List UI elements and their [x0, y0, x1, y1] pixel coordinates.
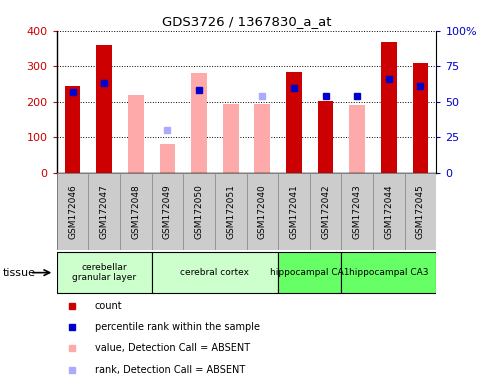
- Bar: [286, 72, 302, 173]
- Bar: [373, 173, 405, 250]
- Bar: [341, 173, 373, 250]
- Text: GSM172045: GSM172045: [416, 184, 425, 239]
- Text: GSM172047: GSM172047: [100, 184, 108, 239]
- Text: GSM172049: GSM172049: [163, 184, 172, 239]
- Bar: [57, 173, 88, 250]
- Bar: [120, 173, 152, 250]
- Text: GSM172043: GSM172043: [352, 184, 362, 239]
- Bar: [310, 173, 341, 250]
- Bar: [350, 105, 365, 173]
- Bar: [57, 252, 152, 293]
- Text: cerebellar
granular layer: cerebellar granular layer: [72, 263, 136, 282]
- Text: GSM172044: GSM172044: [385, 184, 393, 239]
- Text: count: count: [95, 301, 122, 311]
- Bar: [413, 63, 428, 173]
- Bar: [191, 73, 207, 173]
- Text: GSM172040: GSM172040: [258, 184, 267, 239]
- Bar: [278, 173, 310, 250]
- Text: GSM172046: GSM172046: [68, 184, 77, 239]
- Text: rank, Detection Call = ABSENT: rank, Detection Call = ABSENT: [95, 364, 245, 375]
- Text: cerebral cortex: cerebral cortex: [180, 268, 249, 277]
- Text: hippocampal CA3: hippocampal CA3: [349, 268, 428, 277]
- Bar: [215, 173, 246, 250]
- Bar: [246, 173, 278, 250]
- Bar: [183, 173, 215, 250]
- Bar: [381, 42, 397, 173]
- Bar: [317, 101, 333, 173]
- Text: GSM172051: GSM172051: [226, 184, 235, 239]
- Bar: [341, 252, 436, 293]
- Bar: [405, 173, 436, 250]
- Title: GDS3726 / 1367830_a_at: GDS3726 / 1367830_a_at: [162, 15, 331, 28]
- Bar: [152, 252, 278, 293]
- Text: GSM172041: GSM172041: [289, 184, 298, 239]
- Text: percentile rank within the sample: percentile rank within the sample: [95, 322, 260, 333]
- Text: tissue: tissue: [2, 268, 35, 278]
- Text: GSM172050: GSM172050: [195, 184, 204, 239]
- Text: GSM172042: GSM172042: [321, 184, 330, 239]
- Text: value, Detection Call = ABSENT: value, Detection Call = ABSENT: [95, 343, 250, 354]
- Bar: [128, 94, 143, 173]
- Bar: [152, 173, 183, 250]
- Bar: [65, 86, 80, 173]
- Bar: [223, 104, 239, 173]
- Bar: [160, 144, 176, 173]
- Bar: [96, 45, 112, 173]
- Text: hippocampal CA1: hippocampal CA1: [270, 268, 350, 277]
- Bar: [278, 252, 341, 293]
- Bar: [88, 173, 120, 250]
- Text: GSM172048: GSM172048: [131, 184, 141, 239]
- Bar: [254, 104, 270, 173]
